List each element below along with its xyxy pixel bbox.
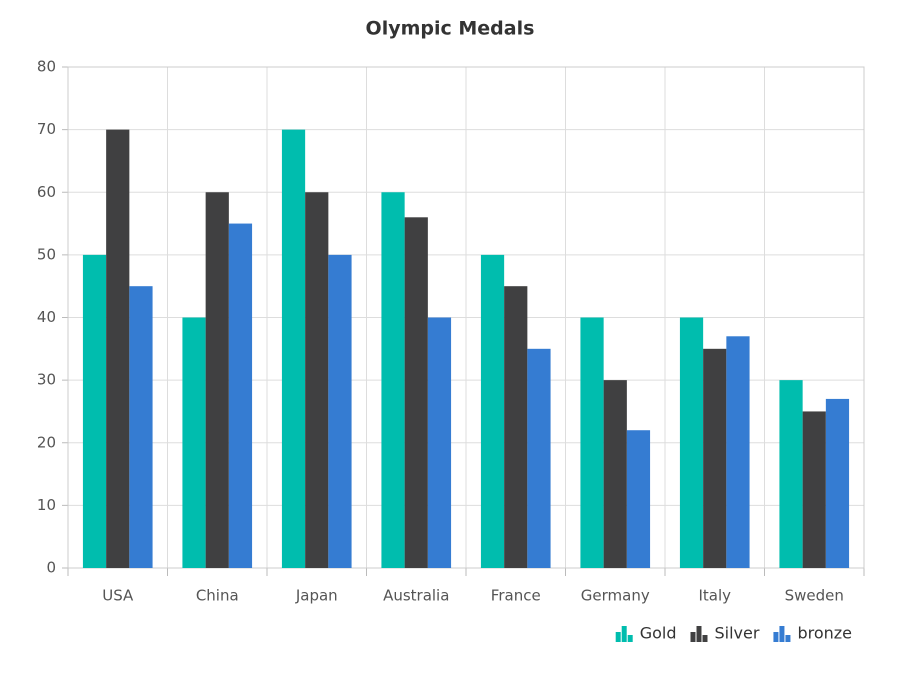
legend-icon	[779, 626, 785, 642]
legend-icon	[773, 632, 779, 642]
bar	[228, 223, 253, 568]
legend-icon	[621, 626, 627, 642]
bar	[802, 411, 826, 568]
x-tick-label: USA	[102, 587, 134, 605]
bar	[504, 286, 528, 568]
bar	[404, 217, 428, 569]
bar	[626, 430, 651, 568]
x-tick-label: Japan	[295, 587, 338, 605]
legend-icon	[627, 635, 633, 642]
y-tick-label: 80	[37, 58, 56, 76]
legend-label: Silver	[715, 624, 760, 643]
bar	[427, 317, 452, 568]
legend-icon	[702, 635, 708, 642]
y-tick-label: 20	[37, 433, 56, 451]
bar	[281, 129, 306, 568]
bar	[328, 254, 352, 568]
y-tick-label: 60	[37, 183, 56, 201]
bar	[305, 192, 329, 568]
y-tick-label: 0	[46, 559, 56, 577]
y-tick-label: 40	[37, 308, 56, 326]
legend-label: Gold	[640, 624, 677, 643]
bar	[82, 254, 107, 568]
bar	[580, 317, 604, 568]
bar	[106, 129, 130, 568]
bar	[679, 317, 704, 568]
legend-icon	[615, 632, 621, 642]
bar	[703, 348, 727, 568]
bar	[603, 380, 627, 568]
legend-icon	[690, 632, 696, 642]
bar	[825, 398, 850, 568]
x-tick-label: France	[491, 587, 541, 605]
x-tick-label: China	[196, 587, 239, 605]
x-tick-label: Sweden	[785, 587, 844, 605]
legend-icon	[785, 635, 791, 642]
bar	[129, 286, 153, 568]
y-tick-label: 50	[37, 245, 56, 263]
y-tick-label: 30	[37, 371, 56, 389]
bar	[182, 317, 206, 568]
bar	[480, 254, 505, 568]
bar	[779, 380, 803, 568]
bar	[381, 192, 405, 568]
legend-label: bronze	[797, 624, 852, 643]
legend-icon	[696, 626, 702, 642]
bar	[726, 336, 750, 568]
x-tick-label: Italy	[698, 587, 731, 605]
x-tick-label: Germany	[581, 587, 650, 605]
y-tick-label: 10	[37, 496, 56, 514]
chart-title: Olympic Medals	[366, 18, 535, 40]
bar	[205, 192, 229, 568]
bar	[527, 348, 551, 568]
x-tick-label: Australia	[383, 587, 449, 605]
y-tick-label: 70	[37, 120, 56, 138]
plot-border	[67, 66, 865, 569]
